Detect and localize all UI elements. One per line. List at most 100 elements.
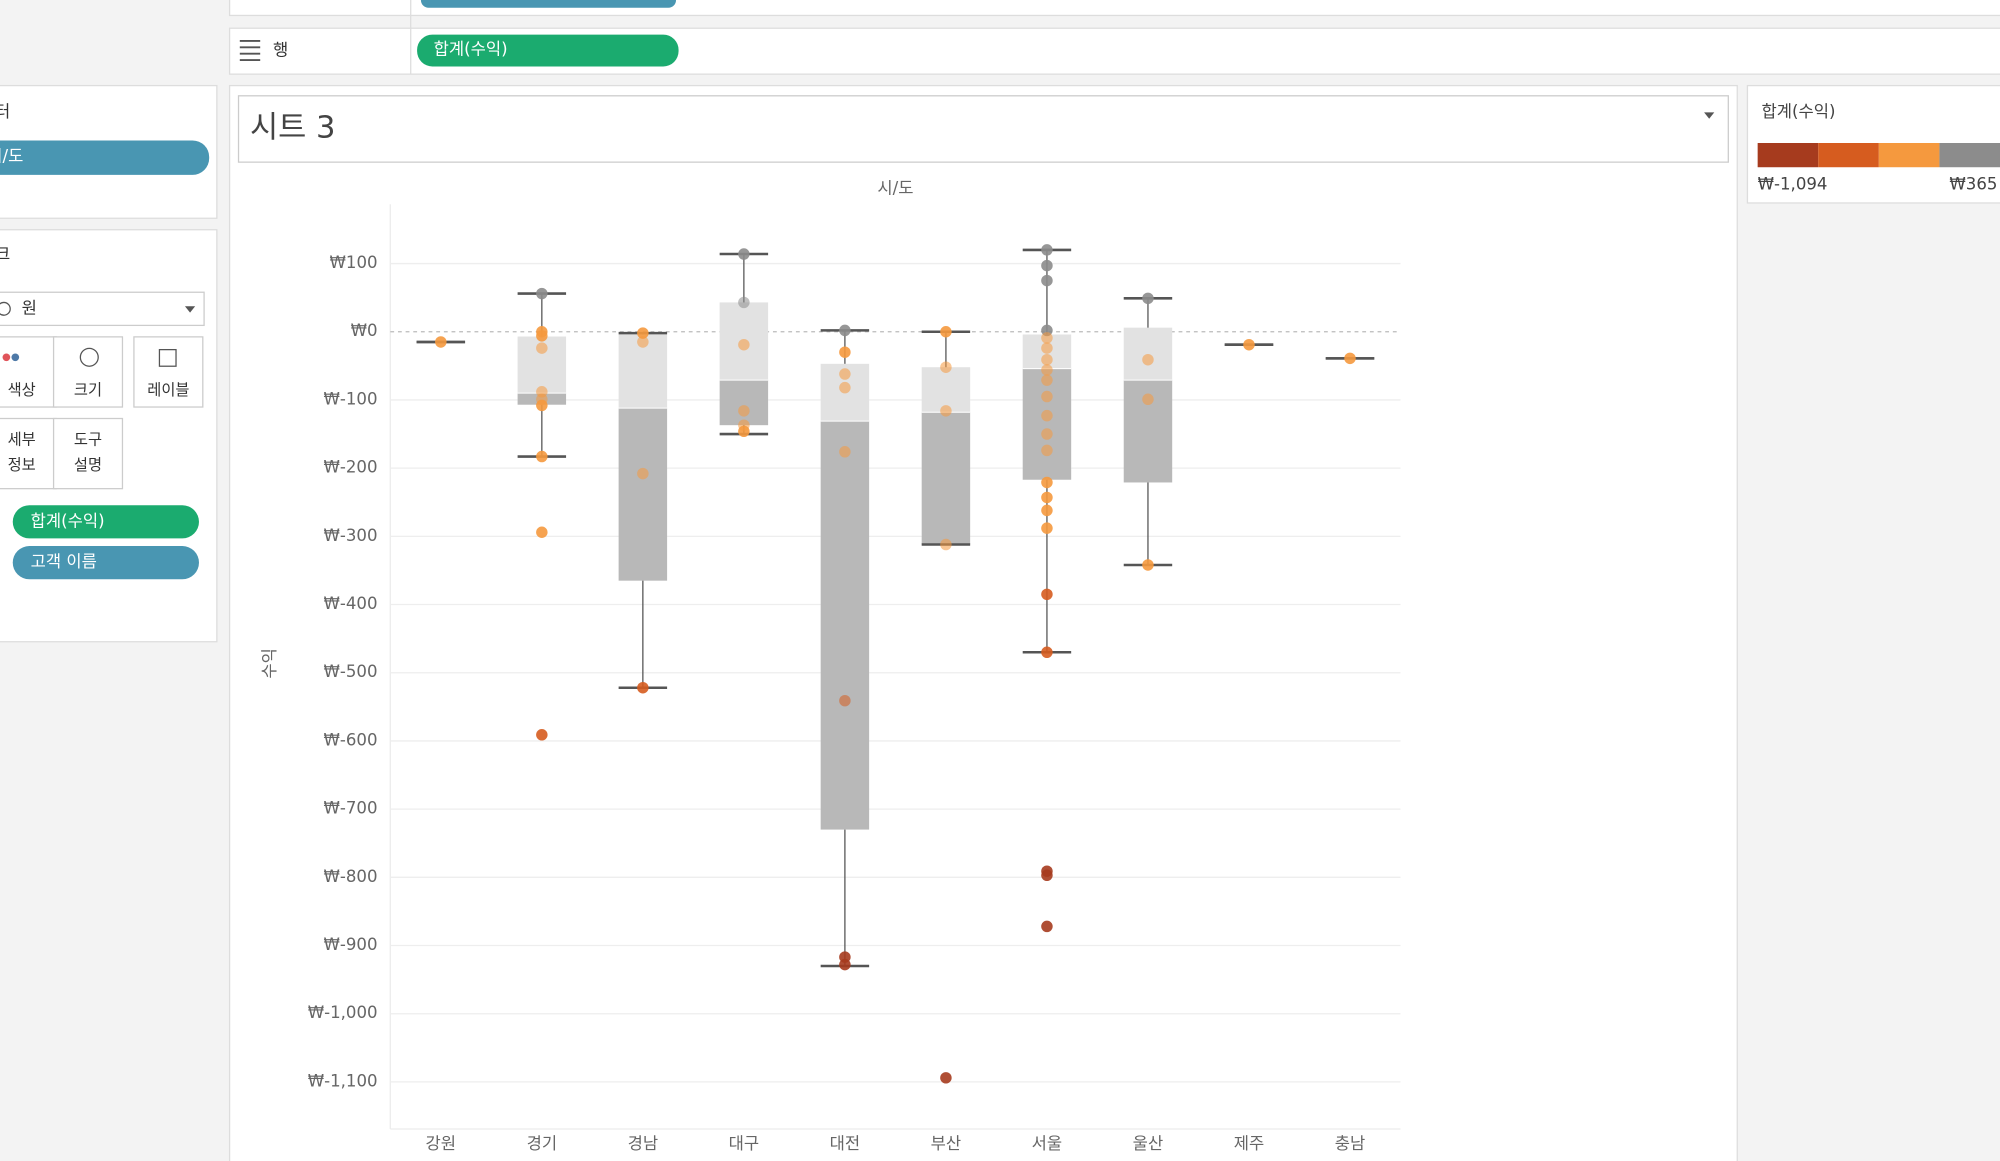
mark-button[interactable] bbox=[52, 417, 124, 490]
y-tick-label: ₩100 bbox=[330, 253, 378, 272]
data-point bbox=[637, 327, 649, 339]
y-axis-title: 수익 bbox=[260, 648, 279, 679]
data-point bbox=[637, 681, 649, 694]
x-tick-label: 경남 bbox=[628, 1134, 659, 1153]
data-point bbox=[536, 287, 548, 300]
data-point bbox=[1142, 353, 1154, 366]
data-point bbox=[839, 346, 851, 358]
data-point bbox=[1041, 428, 1053, 440]
box-lower bbox=[820, 421, 870, 830]
mark-pill-text: 고객 이름 bbox=[31, 552, 97, 571]
data-point bbox=[536, 399, 548, 412]
data-point bbox=[637, 467, 649, 480]
data-point bbox=[940, 361, 952, 373]
mark-button[interactable] bbox=[133, 336, 204, 408]
mark-type-dropdown[interactable] bbox=[0, 291, 205, 327]
data-point bbox=[1041, 274, 1053, 287]
column-header: 시/도 bbox=[877, 178, 913, 197]
data-point bbox=[738, 296, 750, 309]
data-point bbox=[637, 336, 649, 348]
legend-min-label: ₩-1,094 bbox=[1758, 175, 1828, 194]
y-tick-label: ₩-200 bbox=[324, 458, 378, 477]
data-point bbox=[1041, 646, 1053, 659]
x-tick-label: 대구 bbox=[729, 1134, 760, 1153]
mark-pill[interactable] bbox=[12, 505, 199, 539]
x-tick-label: 부산 bbox=[931, 1134, 962, 1153]
y-tick-label: ₩-100 bbox=[324, 389, 378, 408]
data-point bbox=[1041, 364, 1053, 376]
legend-swatch bbox=[1878, 143, 1940, 168]
data-point bbox=[839, 694, 851, 707]
size-icon bbox=[79, 347, 99, 367]
x-tick-label: 충남 bbox=[1335, 1134, 1366, 1153]
columns-pill[interactable] bbox=[420, 0, 677, 8]
mark-button[interactable] bbox=[0, 336, 57, 408]
x-tick-label: 대전 bbox=[830, 1134, 861, 1153]
data-point bbox=[1142, 393, 1154, 406]
icon bbox=[11, 353, 20, 362]
title-menu-arrow[interactable] bbox=[1704, 112, 1715, 119]
data-point bbox=[1041, 476, 1053, 489]
data-point bbox=[1041, 444, 1053, 457]
mark-button-text: 세부 bbox=[8, 431, 36, 449]
data-point bbox=[839, 381, 851, 394]
x-tick-label: 강원 bbox=[426, 1134, 457, 1153]
mark-button-text: 색상 bbox=[8, 381, 36, 399]
box-lower bbox=[618, 408, 668, 581]
y-tick-label: ₩-900 bbox=[324, 935, 378, 954]
data-point bbox=[940, 405, 952, 417]
data-point bbox=[940, 1072, 952, 1084]
mark-button-text: 레이블 bbox=[147, 381, 189, 399]
data-point bbox=[1344, 352, 1356, 365]
sheet-title: 시트 3 bbox=[250, 110, 336, 145]
y-tick-label: ₩0 bbox=[351, 321, 378, 340]
sheet-title-box bbox=[237, 95, 1729, 163]
mark-button[interactable] bbox=[0, 417, 57, 490]
filter-pill[interactable] bbox=[0, 140, 210, 175]
mark-button-text: 설명 bbox=[74, 456, 102, 474]
data-point bbox=[1041, 332, 1053, 344]
legend-swatch bbox=[1757, 143, 1819, 168]
y-tick-label: ₩-600 bbox=[324, 730, 378, 749]
data-point bbox=[940, 538, 952, 551]
rows-label: 행 bbox=[273, 41, 288, 60]
mark-pill-text: 합계(수익) bbox=[31, 511, 105, 530]
y-tick-label: ₩-800 bbox=[324, 867, 378, 886]
data-point bbox=[839, 324, 851, 337]
y-tick-label: ₩-300 bbox=[324, 526, 378, 545]
data-point bbox=[940, 326, 952, 338]
y-tick-label: ₩-1,000 bbox=[308, 1003, 378, 1022]
x-tick-label: 제주 bbox=[1234, 1134, 1265, 1153]
y-tick-label: ₩-500 bbox=[324, 662, 378, 681]
mark-button-text: 도구 bbox=[74, 431, 102, 449]
box-upper bbox=[921, 367, 971, 413]
data-point bbox=[1041, 409, 1053, 422]
data-point bbox=[1041, 353, 1053, 366]
legend-max-label: ₩365 bbox=[1949, 175, 1997, 194]
data-point bbox=[536, 729, 548, 741]
data-point bbox=[1041, 259, 1053, 272]
x-tick-label: 울산 bbox=[1133, 1134, 1164, 1153]
data-point bbox=[738, 338, 750, 351]
mark-type-icon bbox=[0, 301, 11, 316]
mark-button-text: 크기 bbox=[74, 381, 102, 399]
data-point bbox=[1041, 390, 1053, 403]
x-tick-label: 경기 bbox=[527, 1134, 558, 1153]
rows-pill[interactable] bbox=[417, 34, 679, 67]
filter-pill-text: 시/도 bbox=[0, 147, 23, 166]
data-point bbox=[738, 248, 750, 260]
data-point bbox=[536, 450, 548, 463]
legend-swatch bbox=[1939, 143, 2000, 168]
box-lower bbox=[921, 412, 971, 545]
data-point bbox=[1041, 244, 1053, 256]
mark-button-text: 정보 bbox=[8, 456, 36, 474]
data-point bbox=[1041, 588, 1053, 601]
y-tick-label: ₩-1,100 bbox=[308, 1071, 378, 1090]
data-point bbox=[839, 958, 851, 971]
mark-pill[interactable] bbox=[12, 546, 199, 580]
data-point bbox=[1041, 522, 1053, 534]
box-upper bbox=[1123, 327, 1173, 381]
legend-swatch bbox=[1818, 143, 1879, 168]
box-lower bbox=[719, 380, 769, 426]
